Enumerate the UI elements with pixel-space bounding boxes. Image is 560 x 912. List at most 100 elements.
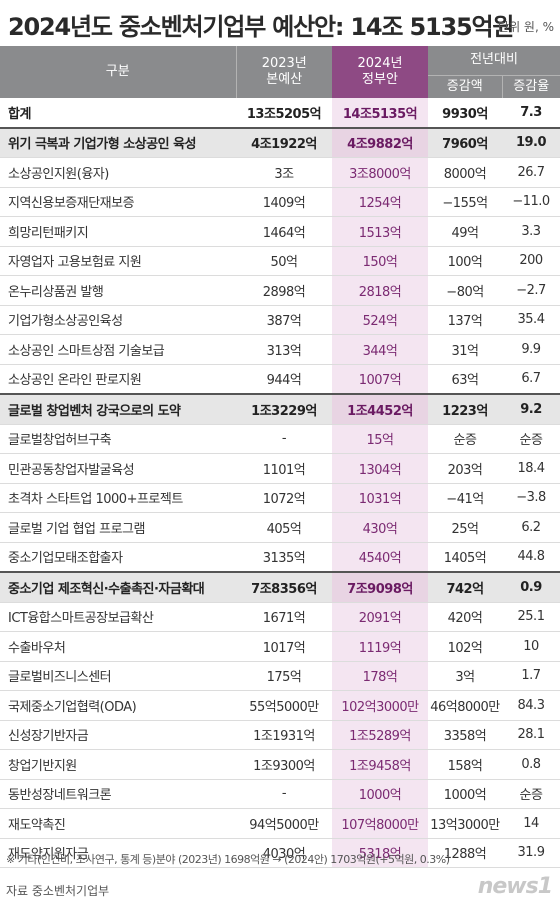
cell-change-amount: 1000억 xyxy=(428,779,502,809)
row-label: 국제중소기업협력(ODA) xyxy=(0,690,236,721)
cell-change-rate: 6.2 xyxy=(502,512,560,543)
table-row: 재도약지원자금 4030억 5318억 1288억 31.9 xyxy=(0,838,560,868)
header-2023-label: 본예산 xyxy=(266,72,303,87)
row-label: 합계 xyxy=(0,98,236,129)
total-row: 합계 13조5205억 14조5135억 9930억 7.3 xyxy=(0,98,560,129)
cell-change-rate: 31.9 xyxy=(502,838,560,868)
header-2024-year: 2024년 xyxy=(357,56,403,71)
cell-2023: 13조5205억 xyxy=(236,98,332,129)
cell-change-rate: 25.1 xyxy=(502,602,560,632)
row-label: 글로벌 기업 협업 프로그램 xyxy=(0,512,236,543)
row-label: 온누리상품권 발행 xyxy=(0,275,236,306)
row-label: 지역신용보증재단재보증 xyxy=(0,187,236,217)
cell-2024: 344억 xyxy=(332,334,428,365)
cell-2023: 1409억 xyxy=(236,187,332,217)
cell-change-amount: 31억 xyxy=(428,334,502,365)
cell-change-amount: 1288억 xyxy=(428,838,502,868)
cell-2024: 524억 xyxy=(332,305,428,335)
cell-2023: 1464억 xyxy=(236,216,332,247)
cell-change-rate: 6.7 xyxy=(502,364,560,395)
cell-2024: 107억8000만 xyxy=(332,808,428,839)
row-label: 글로벌비즈니스센터 xyxy=(0,661,236,691)
unit-label: 단위 원, % xyxy=(498,20,554,34)
cell-change-amount: 63억 xyxy=(428,364,502,395)
cell-change-rate: 19.0 xyxy=(502,126,560,158)
cell-2024: 4조9882억 xyxy=(332,126,428,158)
row-label: 글로벌창업허브구축 xyxy=(0,424,236,454)
cell-change-rate: 9.2 xyxy=(502,393,560,425)
cell-change-rate: 26.7 xyxy=(502,157,560,188)
row-label: 수출바우처 xyxy=(0,631,236,662)
cell-2024: 1304억 xyxy=(332,453,428,484)
cell-2024: 5318억 xyxy=(332,838,428,868)
table-row: 자영업자 고용보험료 지원 50억 150억 100억 200 xyxy=(0,246,560,276)
cell-change-rate: 순증 xyxy=(502,779,560,809)
table-row: 글로벌 기업 협업 프로그램 405억 430억 25억 6.2 xyxy=(0,512,560,543)
table-row: 소상공인 스마트상점 기술보급 313억 344억 31억 9.9 xyxy=(0,334,560,365)
cell-2024: 2091억 xyxy=(332,602,428,632)
section-row: 위기 극복과 기업가형 소상공인 육성 4조1922억 4조9882억 7960억 19… xyxy=(0,126,560,158)
cell-2024: 15억 xyxy=(332,424,428,454)
cell-change-amount: −41억 xyxy=(428,483,502,513)
row-label: 자영업자 고용보험료 지원 xyxy=(0,246,236,276)
cell-2024: 102억3000만 xyxy=(332,690,428,721)
table-row: 신성장기반자금 1조1931억 1조5289억 3358억 28.1 xyxy=(0,720,560,750)
cell-2023: 1072억 xyxy=(236,483,332,513)
cell-2024: 1254억 xyxy=(332,187,428,217)
row-label: 소상공인지원(융자) xyxy=(0,157,236,188)
cell-change-rate: 7.3 xyxy=(502,98,560,129)
cell-2024: 150억 xyxy=(332,246,428,276)
cell-2023: 94억5000만 xyxy=(236,808,332,839)
cell-change-rate: 44.8 xyxy=(502,542,560,573)
cell-change-amount: 25억 xyxy=(428,512,502,543)
row-label: 희망리턴패키지 xyxy=(0,216,236,247)
row-label: 중소기업모태조합출자 xyxy=(0,542,236,573)
header-change: 전년대비 xyxy=(428,46,560,76)
header-2023-year: 2023년 xyxy=(261,56,307,71)
cell-2023: 1조3229억 xyxy=(236,393,332,425)
section-row: 글로벌 창업벤처 강국으로의 도약 1조3229억 1조4452억 1223억 9.2 xyxy=(0,393,560,425)
cell-2024: 178억 xyxy=(332,661,428,691)
cell-change-amount: 158억 xyxy=(428,749,502,780)
cell-change-rate: 200 xyxy=(502,246,560,276)
cell-2023: 50억 xyxy=(236,246,332,276)
table-body: 합계 13조5205억 14조5135억 9930억 7.3 위기 극복과 기업가형 소상… xyxy=(0,98,560,868)
cell-change-amount: 3억 xyxy=(428,661,502,691)
table-row: 글로벌창업허브구축 -15억 순증 순증 xyxy=(0,424,560,454)
table-row: 수출바우처 1017억 1119억 102억 10 xyxy=(0,631,560,662)
cell-2024: 1119억 xyxy=(332,631,428,662)
row-label: 신성장기반자금 xyxy=(0,720,236,750)
cell-change-amount: 7960억 xyxy=(428,126,502,158)
row-label: 소상공인 스마트상점 기술보급 xyxy=(0,334,236,365)
cell-2023: - xyxy=(236,424,332,454)
cell-change-amount: 1405억 xyxy=(428,542,502,573)
cell-change-amount: 13억3000만 xyxy=(428,808,502,839)
cell-2023: 405억 xyxy=(236,512,332,543)
cell-2023: - xyxy=(236,779,332,809)
table-row: 초격차 스타트업 1000+프로젝트 1072억 1031억 −41억 −3.8 xyxy=(0,483,560,513)
table-header: 구분 2023년 본예산 2024년 정부안 전년대비 증감액 증감율 xyxy=(0,46,560,98)
cell-change-rate: 84.3 xyxy=(502,690,560,721)
cell-change-amount: −155억 xyxy=(428,187,502,217)
header-category: 구분 xyxy=(0,46,236,98)
row-label: 초격차 스타트업 1000+프로젝트 xyxy=(0,483,236,513)
cell-change-amount: 순증 xyxy=(428,424,502,454)
cell-2024: 1조9458억 xyxy=(332,749,428,780)
header-change-amount: 증감액 xyxy=(428,74,503,98)
cell-change-amount: 102억 xyxy=(428,631,502,662)
cell-2024: 1031억 xyxy=(332,483,428,513)
cell-change-rate: −11.0 xyxy=(502,187,560,217)
row-label: 재도약촉진 xyxy=(0,808,236,839)
row-label: 기업가형소상공인육성 xyxy=(0,305,236,335)
row-label: 재도약지원자금 xyxy=(0,838,236,868)
cell-change-amount: −80억 xyxy=(428,275,502,306)
cell-2023: 3135억 xyxy=(236,542,332,573)
title-bar: 2024년도 중소벤처기업부 예산안: 14조 5135억원 단위 원, % xyxy=(0,0,560,44)
cell-change-amount: 100억 xyxy=(428,246,502,276)
cell-2024: 7조9098억 xyxy=(332,571,428,603)
row-label: 동반성장네트워크론 xyxy=(0,779,236,809)
cell-change-rate: 0.9 xyxy=(502,571,560,603)
cell-change-amount: 49억 xyxy=(428,216,502,247)
cell-change-rate: −2.7 xyxy=(502,275,560,306)
table-row: 온누리상품권 발행 2898억 2818억 −80억 −2.7 xyxy=(0,275,560,306)
